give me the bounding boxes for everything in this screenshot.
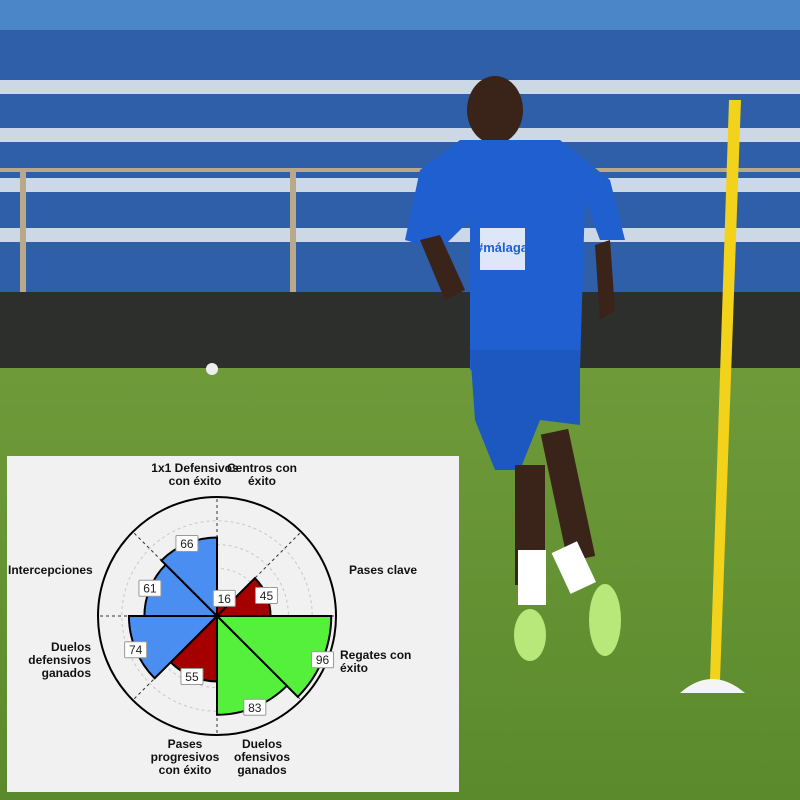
value-label: 45 <box>260 589 274 603</box>
polar-chart: 16 45 96 83 55 74 61 66 <box>97 496 337 736</box>
pitch-wall <box>0 292 800 370</box>
label-duelos-ofensivos: Duelos ofensivos ganados <box>233 737 290 777</box>
player: #málaga <box>405 76 625 661</box>
value-label: 61 <box>143 582 157 596</box>
training-pole <box>710 100 741 680</box>
value-label-box <box>124 641 148 659</box>
label-intercepciones: Intercepciones <box>8 563 93 577</box>
chart-panel: 16 45 96 83 55 74 61 66 1x1 Defensivos con éxit… <box>7 456 459 792</box>
label-regates: Regates con éxito <box>340 648 412 675</box>
label-1x1-defensivos: 1x1 Defensivos con éxito <box>151 461 239 488</box>
stadium-stands <box>0 0 800 300</box>
value-label-box <box>311 651 335 669</box>
value-label-box <box>212 589 236 607</box>
value-label-box <box>175 534 199 552</box>
value-label: 66 <box>180 537 194 551</box>
value-label-box <box>243 698 267 716</box>
label-centros: Centros con éxito <box>226 461 297 488</box>
value-label: 55 <box>185 670 199 684</box>
value-label-box <box>254 587 278 605</box>
label-pases-clave: Pases clave <box>349 563 418 577</box>
value-label: 16 <box>218 592 232 606</box>
label-duelos-defensivos: Duelos defensivos ganados <box>28 640 91 680</box>
value-label: 83 <box>248 701 262 715</box>
value-label-box <box>138 579 162 597</box>
label-pases-progresivos: Pases progresivos con éxito <box>150 737 220 777</box>
svg-text:#málaga: #málaga <box>476 240 529 255</box>
outer-circle <box>97 496 337 736</box>
value-label: 96 <box>316 653 330 667</box>
value-label: 74 <box>129 643 143 657</box>
training-cone <box>680 679 745 693</box>
value-label-box <box>180 667 204 685</box>
